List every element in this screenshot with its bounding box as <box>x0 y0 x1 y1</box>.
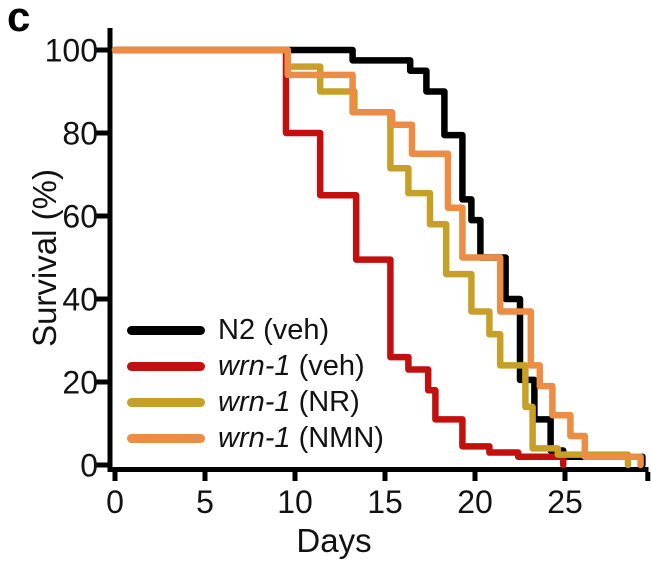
x-axis-label: Days <box>296 522 372 559</box>
legend-label-wrn1-nr: wrn-1 (NR) <box>218 385 360 418</box>
y-tick-label: 100 <box>45 33 98 69</box>
x-tick <box>562 472 568 481</box>
y-tick <box>96 130 108 136</box>
x-tick-label: 5 <box>196 484 214 520</box>
curve-wrn1-nr <box>111 46 632 469</box>
x-tick-label: 20 <box>457 484 493 520</box>
y-tick-label: 80 <box>62 116 98 152</box>
legend-swatch-n2-veh <box>127 325 205 335</box>
curve-wrn1-nmn <box>111 46 644 469</box>
x-tick <box>382 472 388 481</box>
y-axis-spine <box>107 28 113 472</box>
x-tick-label: 10 <box>277 484 313 520</box>
y-tick <box>96 379 108 385</box>
x-tick <box>202 472 208 481</box>
curve-n2-veh <box>111 46 646 469</box>
x-tick-label: 0 <box>106 484 124 520</box>
legend-item-n2-veh: N2 (veh) <box>127 312 384 348</box>
legend-swatch-wrn1-nr <box>127 397 205 407</box>
legend-label-n2-veh: N2 (veh) <box>218 313 330 346</box>
legend-label-wrn1-nmn: wrn-1 (NMN) <box>218 421 384 454</box>
x-tick <box>292 472 298 481</box>
panel-label: c <box>7 0 31 40</box>
legend-item-wrn1-veh: wrn-1 (veh) <box>127 348 384 384</box>
y-tick-label: 20 <box>62 365 98 401</box>
y-tick-label: 0 <box>80 448 98 484</box>
x-tick-label: 15 <box>367 484 403 520</box>
legend: N2 (veh) wrn-1 (veh) wrn-1 (NR) wrn-1 (NMN) <box>127 312 384 456</box>
curve-wrn1-veh <box>111 46 567 469</box>
y-tick-label: 40 <box>62 282 98 318</box>
x-axis-spine <box>107 467 649 472</box>
x-tick <box>472 472 478 481</box>
x-end-tick <box>645 472 651 481</box>
legend-label-wrn1-veh: wrn-1 (veh) <box>218 349 365 382</box>
legend-item-wrn1-nmn: wrn-1 (NMN) <box>127 420 384 456</box>
y-tick <box>96 47 108 53</box>
legend-swatch-wrn1-veh <box>127 361 205 371</box>
x-tick <box>112 472 118 481</box>
y-axis-label: Survival (%) <box>26 169 63 347</box>
y-tick <box>96 462 108 468</box>
y-tick <box>96 296 108 302</box>
legend-item-wrn1-nr: wrn-1 (NR) <box>127 384 384 420</box>
x-tick-label: 25 <box>547 484 583 520</box>
y-tick <box>96 213 108 219</box>
y-tick-label: 60 <box>62 199 98 235</box>
legend-swatch-wrn1-nmn <box>127 433 205 443</box>
